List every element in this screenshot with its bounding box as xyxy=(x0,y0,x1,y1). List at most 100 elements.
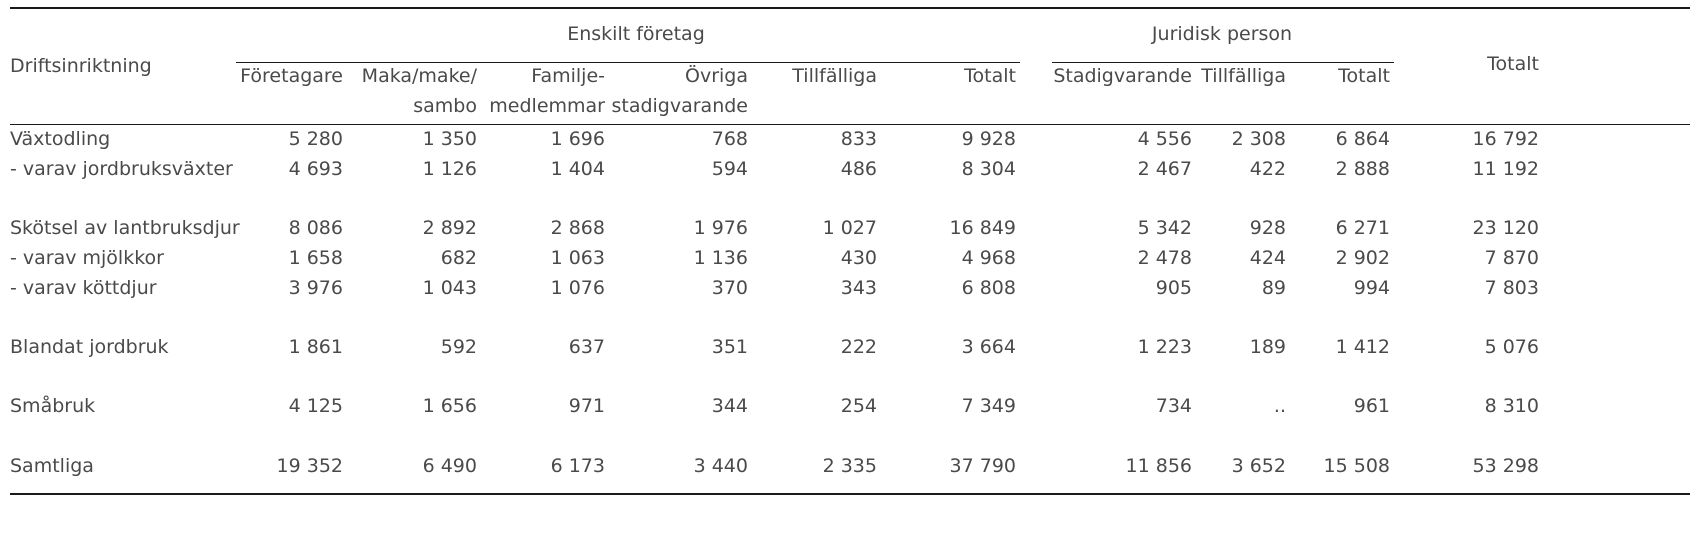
table-cell: 6 173 xyxy=(550,455,605,477)
table-cell: 2 868 xyxy=(550,217,605,239)
table-cell: 1 063 xyxy=(550,247,605,269)
table-cell: 905 xyxy=(1155,277,1192,299)
table-cell: 2 467 xyxy=(1137,158,1192,180)
table-cell: 3 976 xyxy=(288,277,343,299)
table-cell: 8 086 xyxy=(288,217,343,239)
table-cell: 2 478 xyxy=(1137,247,1192,269)
table-cell: 3 440 xyxy=(693,455,748,477)
table-cell: 928 xyxy=(1249,217,1286,239)
table-cell: 343 xyxy=(840,277,877,299)
column-header-5: Tillfälliga xyxy=(792,65,877,87)
column-header-4: Övriga xyxy=(685,65,748,87)
table-cell: 9 928 xyxy=(961,128,1016,150)
column-header-8: Tillfälliga xyxy=(1201,65,1286,87)
table-cell: 6 808 xyxy=(961,277,1016,299)
enskilt-group-rule xyxy=(236,62,1020,63)
table-cell: 971 xyxy=(568,395,605,417)
table-cell: 994 xyxy=(1353,277,1390,299)
table-cell: 189 xyxy=(1249,336,1286,358)
table-cell: 424 xyxy=(1249,247,1286,269)
table-cell: 3 664 xyxy=(961,336,1016,358)
column-header-7: Stadigvarande xyxy=(1053,65,1192,87)
table-cell: 2 308 xyxy=(1231,128,1286,150)
table-cell: 637 xyxy=(568,336,605,358)
table-cell: 5 342 xyxy=(1137,217,1192,239)
table-cell: 16 849 xyxy=(949,217,1016,239)
table-top-rule xyxy=(10,7,1690,9)
row-label: Samtliga xyxy=(10,455,94,477)
table-cell: 592 xyxy=(440,336,477,358)
table-cell: 4 968 xyxy=(961,247,1016,269)
table-cell: 370 xyxy=(711,277,748,299)
table-cell: 2 888 xyxy=(1335,158,1390,180)
table-cell: 961 xyxy=(1353,395,1390,417)
table-cell: 1 656 xyxy=(422,395,477,417)
table-cell: 19 352 xyxy=(276,455,343,477)
column-header-9: Totalt xyxy=(1338,65,1390,87)
table-cell: 2 892 xyxy=(422,217,477,239)
row-label-header: Driftsinriktning xyxy=(10,55,152,77)
row-label: Växtodling xyxy=(10,128,111,150)
table-cell: 4 125 xyxy=(288,395,343,417)
row-label: Skötsel av lantbruksdjur xyxy=(10,217,240,239)
table-cell: 8 310 xyxy=(1484,395,1539,417)
row-label: - varav mjölkkor xyxy=(10,247,164,269)
grand-total-header: Totalt xyxy=(1487,53,1539,75)
juridisk-group-rule xyxy=(1052,62,1394,63)
table-cell: 422 xyxy=(1249,158,1286,180)
table-cell: 1 658 xyxy=(288,247,343,269)
table-cell: 1 126 xyxy=(422,158,477,180)
table-cell: 11 192 xyxy=(1472,158,1539,180)
table-cell: 1 043 xyxy=(422,277,477,299)
table-cell: 6 271 xyxy=(1335,217,1390,239)
group-header-enskilt: Enskilt företag xyxy=(567,23,705,45)
table-cell: 6 864 xyxy=(1335,128,1390,150)
table-cell: 89 xyxy=(1261,277,1286,299)
table-cell: 254 xyxy=(840,395,877,417)
table-cell: 11 856 xyxy=(1125,455,1192,477)
table-cell: 7 349 xyxy=(961,395,1016,417)
table-cell: .. xyxy=(1273,395,1286,417)
table-cell: 2 335 xyxy=(822,455,877,477)
table-cell: 768 xyxy=(711,128,748,150)
table-cell: 222 xyxy=(840,336,877,358)
row-label: - varav köttdjur xyxy=(10,277,157,299)
column-header-6: Totalt xyxy=(964,65,1016,87)
table-cell: 37 790 xyxy=(949,455,1016,477)
table-cell: 23 120 xyxy=(1472,217,1539,239)
table-cell: 53 298 xyxy=(1472,455,1539,477)
table-cell: 833 xyxy=(840,128,877,150)
table-cell: 7 870 xyxy=(1484,247,1539,269)
table-cell: 1 076 xyxy=(550,277,605,299)
table-cell: 1 223 xyxy=(1137,336,1192,358)
table-cell: 4 693 xyxy=(288,158,343,180)
table-cell: 4 556 xyxy=(1137,128,1192,150)
table-cell: 1 976 xyxy=(693,217,748,239)
table-cell: 6 490 xyxy=(422,455,477,477)
column-header-3: Familje- xyxy=(531,65,605,87)
table-cell: 1 412 xyxy=(1335,336,1390,358)
table-cell: 734 xyxy=(1155,395,1192,417)
table-cell: 16 792 xyxy=(1472,128,1539,150)
table-bottom-rule xyxy=(10,493,1690,495)
table-cell: 430 xyxy=(840,247,877,269)
table-cell: 344 xyxy=(711,395,748,417)
row-label: - varav jordbruksväxter xyxy=(10,158,233,180)
table-cell: 5 076 xyxy=(1484,336,1539,358)
table-cell: 594 xyxy=(711,158,748,180)
table-cell: 1 696 xyxy=(550,128,605,150)
table-cell: 351 xyxy=(711,336,748,358)
group-header-juridisk: Juridisk person xyxy=(1151,23,1293,45)
table-cell: 1 404 xyxy=(550,158,605,180)
column-header-2-line2: sambo xyxy=(413,95,477,117)
table-cell: 2 902 xyxy=(1335,247,1390,269)
table-cell: 7 803 xyxy=(1484,277,1539,299)
column-header-3-line2: medlemmar xyxy=(489,95,605,117)
table-cell: 1 350 xyxy=(422,128,477,150)
column-header-1: Företagare xyxy=(240,65,343,87)
table-cell: 1 861 xyxy=(288,336,343,358)
table-cell: 8 304 xyxy=(961,158,1016,180)
table-cell: 486 xyxy=(840,158,877,180)
table-cell: 1 027 xyxy=(822,217,877,239)
